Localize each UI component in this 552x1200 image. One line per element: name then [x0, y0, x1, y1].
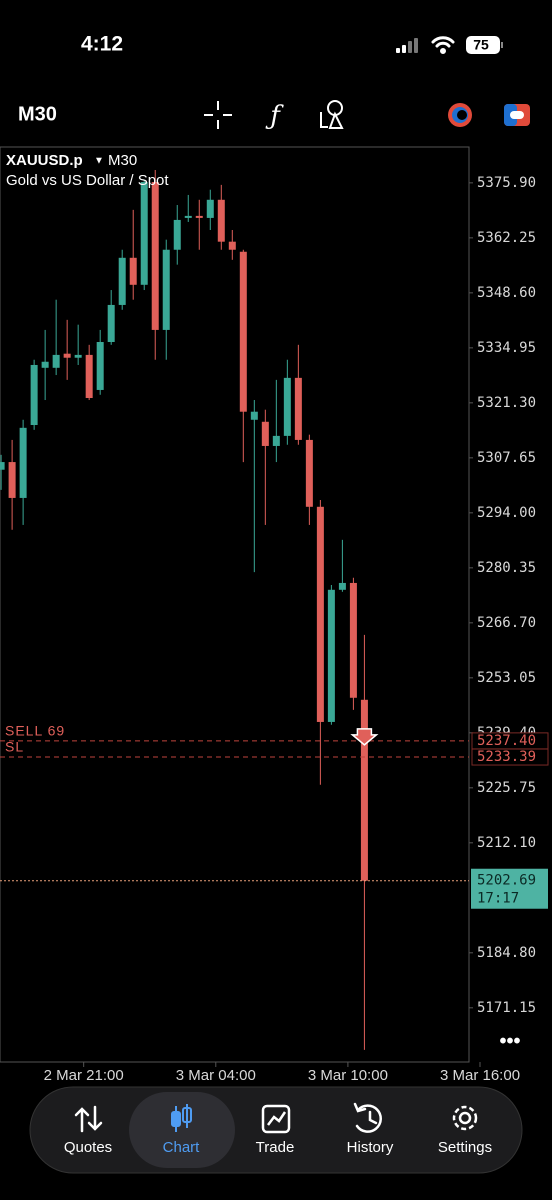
sell-marker — [350, 728, 379, 746]
y-tick-label: 5334.95 — [477, 340, 536, 356]
candle-body — [294, 377, 302, 440]
battery-tip — [501, 42, 503, 48]
y-tick-label: 5171.15 — [477, 1000, 536, 1016]
candle-body — [85, 354, 93, 399]
countdown: 17:17 — [477, 891, 519, 907]
candle-body — [305, 439, 313, 507]
battery-level: 75 — [473, 37, 489, 53]
y-tick-label: 5307.65 — [477, 450, 536, 466]
crosshair-icon[interactable] — [204, 101, 232, 129]
candle-body — [327, 589, 335, 722]
indicators-icon[interactable]: ƒ — [265, 101, 284, 131]
signals-icon[interactable] — [448, 103, 472, 127]
candle-body — [228, 241, 236, 250]
trade-icon[interactable] — [504, 104, 530, 126]
signal-icon — [396, 38, 418, 53]
y-tick-label: 5294.00 — [477, 505, 536, 521]
chart-icon[interactable] — [171, 1104, 192, 1132]
nav-label[interactable]: Trade — [256, 1139, 295, 1156]
candle-body — [30, 364, 38, 426]
chart-timeframe: M30 — [108, 152, 137, 169]
candle-body — [118, 257, 126, 305]
chart[interactable] — [0, 146, 470, 1063]
candle-body — [151, 182, 159, 330]
timeframe-button[interactable]: M30 — [18, 103, 57, 125]
history-icon[interactable] — [353, 1102, 382, 1133]
nav-label[interactable]: Quotes — [64, 1139, 112, 1156]
candle-body — [239, 251, 247, 412]
y-tick-label: 5375.90 — [477, 175, 536, 191]
candle-body — [349, 582, 357, 698]
y-tick-label: 5348.60 — [477, 285, 536, 301]
level-name: SELL 69 — [5, 723, 65, 739]
candle-body — [360, 699, 368, 881]
current-price-box — [471, 868, 548, 909]
y-tick-label: 5184.80 — [477, 945, 536, 961]
candle-body — [261, 421, 269, 446]
nav-bar — [29, 1086, 523, 1174]
candle-body — [316, 506, 324, 722]
candle-body — [52, 354, 60, 368]
candle-body — [217, 199, 225, 242]
level-price-box — [471, 748, 549, 766]
wifi-icon — [431, 36, 455, 54]
candle-body — [338, 582, 346, 590]
candle-body — [96, 342, 104, 390]
nav-label[interactable]: Chart — [163, 1139, 201, 1156]
y-tick-label: 5362.25 — [477, 230, 536, 246]
chart-frame — [0, 146, 470, 1063]
y-tick-label: 5280.35 — [477, 560, 536, 576]
battery — [466, 36, 500, 54]
more-button[interactable]: ••• — [499, 1030, 520, 1052]
candle-body — [250, 411, 258, 420]
candle-body — [162, 249, 170, 330]
x-tick-label: 3 Mar 16:00 — [440, 1067, 520, 1084]
trade-nav-icon[interactable] — [261, 1104, 291, 1134]
candle-body — [107, 304, 115, 343]
candle-body — [74, 354, 82, 358]
quotes-icon[interactable] — [74, 1105, 103, 1133]
nav-label[interactable]: History — [347, 1139, 394, 1156]
candle-body — [184, 215, 192, 218]
candle-body — [129, 257, 137, 285]
symbol: XAUUSD.p — [6, 152, 83, 169]
candle-body — [173, 219, 181, 250]
candle-body — [41, 361, 49, 368]
candle-body — [63, 353, 71, 358]
objects-icon[interactable] — [320, 100, 344, 129]
nav-label[interactable]: Settings — [438, 1139, 492, 1156]
x-tick-label: 3 Mar 04:00 — [176, 1067, 256, 1084]
y-tick-label: 5253.05 — [477, 670, 536, 686]
level-price: 5233.39 — [477, 749, 536, 765]
y-tick-label: 5266.70 — [477, 615, 536, 631]
x-tick-label: 2 Mar 21:00 — [44, 1067, 124, 1084]
status-time: 4:12 — [81, 33, 123, 56]
settings-icon[interactable] — [452, 1105, 478, 1131]
y-tick-label: 5321.30 — [477, 395, 536, 411]
candle-body — [272, 435, 280, 446]
level-price: 5237.40 — [477, 733, 536, 749]
chart-title: Gold vs US Dollar / Spot — [6, 172, 169, 189]
candle-body — [206, 199, 214, 218]
candle-body — [8, 462, 16, 498]
candle-body — [0, 462, 5, 470]
candle-body — [19, 427, 27, 498]
candle-body — [195, 215, 203, 218]
y-tick-label: 5225.75 — [477, 780, 536, 796]
candle-body — [140, 182, 148, 285]
level-name: SL — [5, 739, 24, 755]
current-price: 5202.69 — [477, 873, 536, 889]
x-tick-label: 3 Mar 10:00 — [308, 1067, 388, 1084]
symbol-dropdown[interactable]: ▼ — [94, 156, 104, 167]
candle-body — [283, 377, 291, 436]
nav-active — [129, 1092, 235, 1168]
y-tick-label: 5212.10 — [477, 835, 536, 851]
